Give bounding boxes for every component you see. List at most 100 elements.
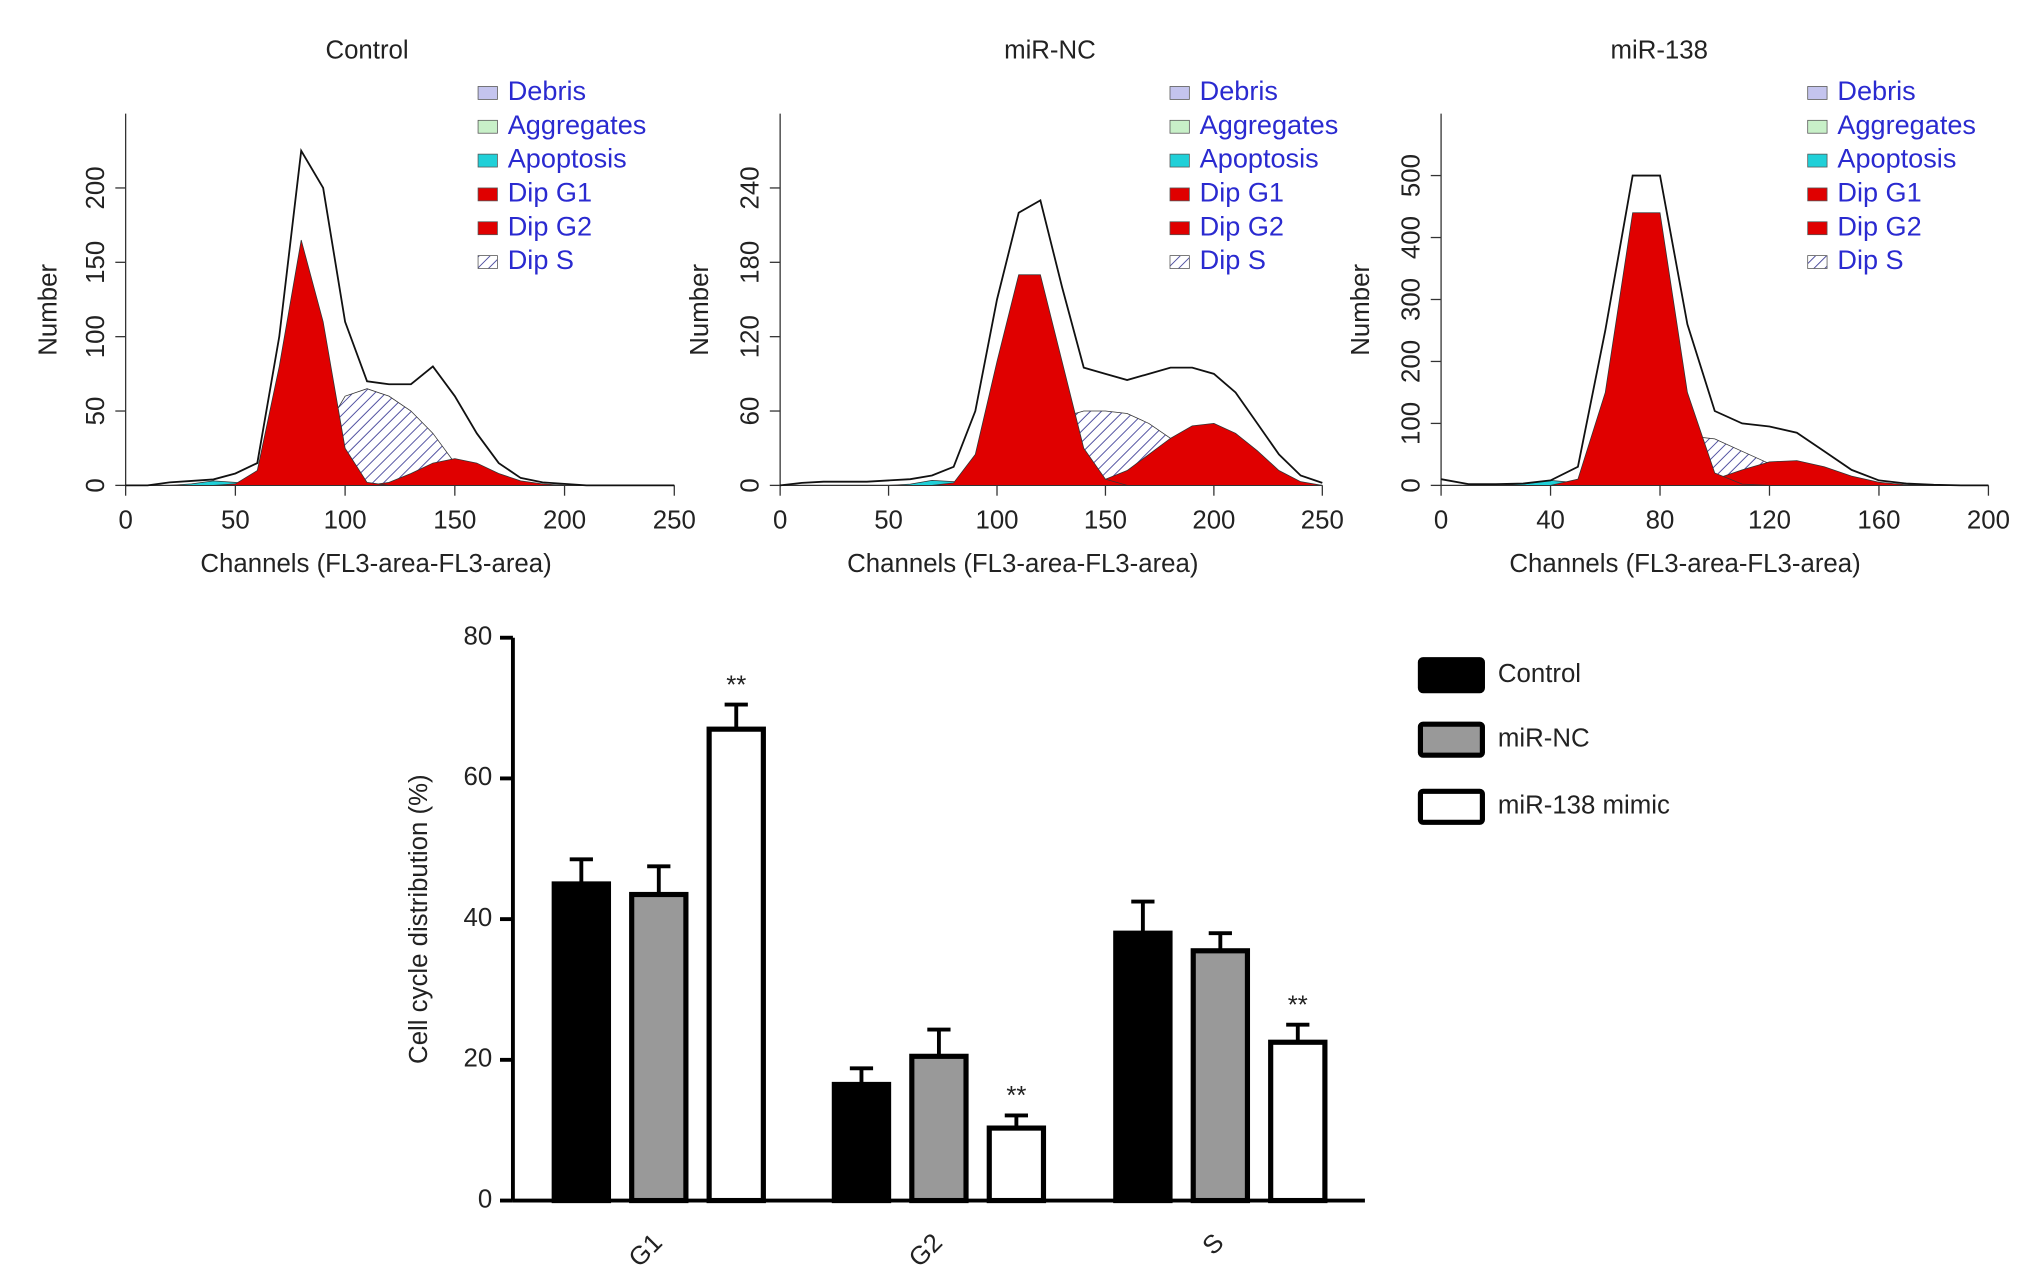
x-tick-label: 50 [874, 506, 903, 534]
legend-label: Dip G1 [508, 177, 592, 208]
legend-label: Dip G1 [1837, 177, 1921, 208]
y-tick-label: 40 [464, 904, 493, 932]
x-tick-label: 0 [118, 506, 132, 534]
legend-label: Aggregates [1837, 109, 1976, 140]
y-tick-label: 60 [737, 397, 765, 426]
x-axis-label: Channels (FL3-area-FL3-area) [200, 550, 551, 578]
y-tick-label: 0 [82, 478, 110, 492]
legend-swatch [477, 221, 498, 236]
panel-title: Control [325, 36, 408, 64]
legend-swatch [477, 255, 498, 269]
x-tick-label: 200 [1967, 506, 2010, 534]
y-tick-label: 200 [1397, 340, 1425, 383]
legend-swatch [1417, 721, 1485, 758]
bar [629, 891, 689, 1204]
legend-label: Apoptosis [508, 143, 627, 174]
x-tick-label: 150 [1084, 506, 1127, 534]
x-tick-label: 250 [653, 506, 696, 534]
x-tick-label: 100 [324, 506, 367, 534]
observed-line [125, 148, 675, 487]
y-tick-label: 0 [1397, 478, 1425, 492]
x-tick-label: G2 [904, 1229, 948, 1273]
legend-swatch [1807, 187, 1828, 202]
legend-swatch [1169, 221, 1190, 236]
y-tick-label: 100 [82, 315, 110, 358]
legend-swatch [1417, 788, 1485, 825]
y-axis-label: Cell cycle distribution (%) [405, 774, 433, 1064]
x-tick-label: 160 [1857, 506, 1900, 534]
x-tick-label: 50 [221, 506, 250, 534]
legend-label: Aggregates [508, 109, 647, 140]
legend-label: Control [1498, 660, 1581, 688]
legend-swatch [477, 187, 498, 202]
x-tick-label: 40 [1536, 506, 1565, 534]
bar [831, 1081, 892, 1204]
y-tick-label: 200 [82, 166, 110, 209]
legend-label: Apoptosis [1837, 143, 1956, 174]
legend-label: Dip S [508, 244, 574, 275]
bar [1190, 948, 1251, 1204]
bar [909, 1053, 969, 1204]
bar [986, 1125, 1047, 1204]
y-tick-label: 400 [1397, 216, 1425, 259]
significance: ** [1006, 1082, 1026, 1110]
legend-label: Dip S [1837, 244, 1903, 275]
x-tick-label: G1 [624, 1229, 668, 1273]
panel-title: miR-NC [1004, 36, 1096, 64]
x-tick-label: 150 [433, 506, 476, 534]
x-tick-label: 80 [1646, 506, 1675, 534]
y-tick-label: 0 [478, 1185, 492, 1213]
y-tick-label: 300 [1397, 278, 1425, 321]
x-tick-label: 200 [543, 506, 586, 534]
legend-swatch [1169, 255, 1190, 269]
y-tick-label: 50 [82, 397, 110, 426]
legend-swatch [1807, 86, 1828, 100]
x-tick-label: 100 [975, 506, 1018, 534]
legend-label: Dip G2 [1200, 210, 1284, 241]
y-axis-label: Number [1347, 264, 1375, 356]
legend-swatch [1807, 153, 1828, 168]
legend-label: Debris [508, 75, 586, 106]
bar [1268, 1039, 1328, 1204]
y-tick-label: 60 [464, 763, 493, 791]
component-area [125, 388, 675, 486]
y-tick-label: 80 [464, 623, 493, 651]
y-tick-label: 240 [737, 166, 765, 209]
y-tick-label: 500 [1397, 154, 1425, 197]
y-tick-label: 180 [737, 241, 765, 284]
y-axis-label: Number [34, 264, 62, 356]
legend-label: Dip G2 [1837, 210, 1921, 241]
legend-label: Debris [1200, 75, 1278, 106]
y-tick-label: 20 [464, 1045, 493, 1073]
y-tick-label: 150 [82, 241, 110, 284]
legend-swatch [1807, 221, 1828, 236]
significance: ** [726, 671, 746, 699]
x-tick-label: 0 [1434, 506, 1448, 534]
legend-swatch [1169, 187, 1190, 202]
panel-title: miR-138 [1611, 36, 1708, 64]
legend-swatch [1169, 119, 1190, 134]
legend-label: miR-NC [1498, 725, 1590, 753]
y-axis-label: Number [686, 264, 714, 356]
legend-swatch [477, 86, 498, 100]
legend-swatch [1169, 153, 1190, 168]
bar [551, 881, 612, 1204]
y-tick-label: 120 [737, 315, 765, 358]
x-tick-label: 0 [773, 506, 787, 534]
x-tick-label: 120 [1748, 506, 1791, 534]
legend-label: Dip G2 [508, 210, 592, 241]
legend-label: Debris [1837, 75, 1915, 106]
legend-swatch [477, 119, 498, 134]
x-tick-label: S [1197, 1229, 1229, 1261]
legend-swatch [1417, 657, 1485, 694]
x-tick-label: 200 [1192, 506, 1235, 534]
legend-swatch [1807, 255, 1828, 269]
legend-label: Aggregates [1200, 109, 1339, 140]
legend-swatch [477, 153, 498, 168]
bar [1113, 930, 1173, 1204]
legend-label: Apoptosis [1200, 143, 1319, 174]
x-axis-label: Channels (FL3-area-FL3-area) [1509, 550, 1860, 578]
legend-label: Dip S [1200, 244, 1266, 275]
y-tick-label: 100 [1397, 402, 1425, 445]
